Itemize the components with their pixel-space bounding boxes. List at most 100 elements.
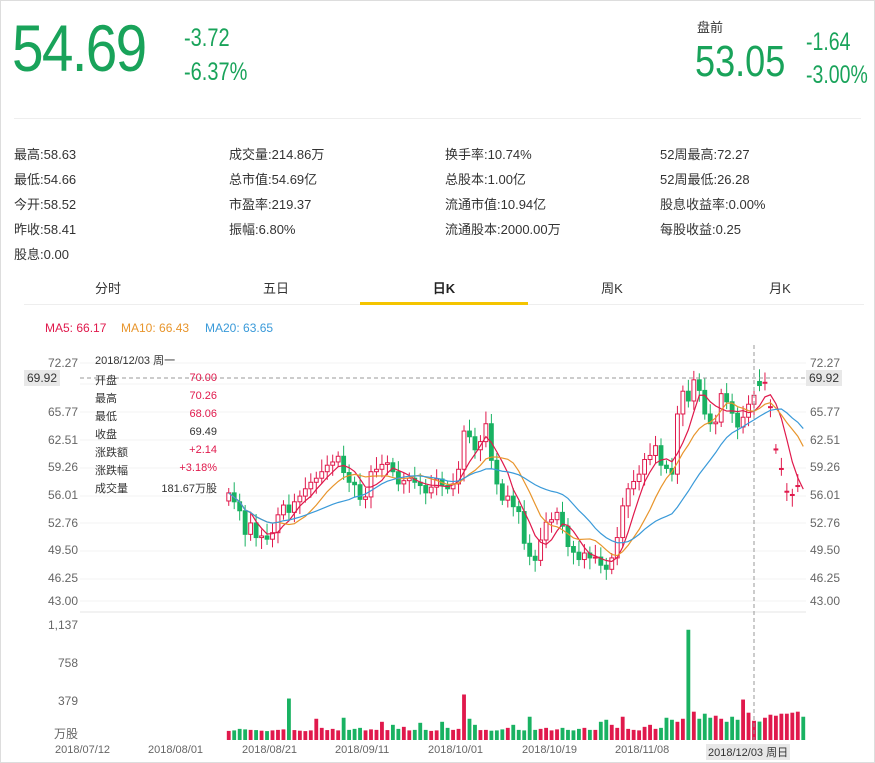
volume-bar	[440, 721, 445, 740]
volume-bar	[325, 730, 330, 740]
volume-bar	[626, 728, 631, 740]
stat-value: 0.25	[715, 222, 741, 237]
volume-bar	[483, 729, 488, 740]
stat-item: 流通股本:2000.00万	[445, 219, 561, 238]
ma20-line	[228, 408, 804, 544]
stat-label: 股息:	[14, 247, 44, 262]
premarket-price: 53.05	[695, 37, 786, 86]
date-tick-label: 2018/08/01	[148, 744, 204, 756]
tab-weekly-k[interactable]: 周K	[601, 281, 623, 296]
volume-bar	[773, 715, 778, 740]
candle-body	[510, 495, 516, 508]
volume-bar	[642, 726, 647, 740]
stat-value: 58.63	[43, 147, 77, 162]
tooltip-value: 69.49	[189, 426, 217, 438]
stat-label: 流通市值:	[445, 197, 501, 212]
volume-bar	[670, 719, 674, 740]
volume-bar	[680, 718, 685, 740]
stat-value: 58.41	[43, 222, 77, 237]
volume-bar	[730, 716, 735, 740]
candle-body	[275, 514, 281, 534]
volume-bar	[254, 730, 259, 740]
candle-body	[527, 542, 533, 557]
candle-body	[423, 485, 429, 494]
candle-body	[357, 484, 363, 500]
volume-bar	[533, 729, 538, 740]
volume-bar	[735, 719, 740, 740]
volume-bar	[467, 718, 472, 740]
premarket-change: -1.64	[806, 28, 851, 56]
volume-bar	[374, 729, 379, 740]
price-change-percent: -6.37%	[184, 58, 248, 86]
volume-bar	[659, 727, 663, 740]
volume-bar	[724, 721, 729, 740]
tab-monthly-k[interactable]: 月K	[769, 281, 791, 296]
candle-body	[363, 496, 368, 500]
volume-bar	[489, 730, 494, 740]
stat-value: 2000.00万	[500, 222, 561, 237]
candle-body	[554, 511, 560, 521]
volume-bar	[784, 713, 789, 740]
volume-bar	[505, 727, 510, 740]
hover-price-right: 69.92	[806, 370, 843, 386]
tooltip-date: 2018/12/03 周一	[95, 355, 176, 367]
volume-bar	[511, 724, 516, 740]
volume-bar	[248, 729, 253, 740]
chart-tabs: 分时 五日 日K 周K 月K	[24, 276, 864, 305]
candle-body	[505, 495, 511, 501]
candle-body	[565, 525, 571, 548]
price-tick-label: 46.25	[47, 571, 78, 585]
premarket-label: 盘前	[697, 20, 724, 35]
candle-body	[259, 535, 264, 539]
tab-five-day[interactable]: 五日	[262, 281, 289, 296]
candle-body	[713, 421, 719, 425]
candle-body	[675, 413, 680, 475]
date-tick-label: 2018/08/21	[242, 744, 298, 756]
stat-item: 每股收益:0.25	[660, 219, 741, 238]
volume-bar	[691, 711, 696, 740]
stat-value: 6.80%	[258, 222, 296, 237]
candle-body	[379, 463, 385, 470]
price-tick-label: 52.76	[810, 516, 841, 530]
stat-item: 总市值:54.69亿	[229, 169, 317, 188]
volume-bar	[637, 730, 642, 740]
tab-intraday[interactable]: 分时	[94, 281, 121, 296]
ma10-line	[228, 402, 804, 557]
volume-bar	[456, 728, 461, 740]
stat-label: 今开:	[14, 197, 44, 212]
volume-bar	[544, 727, 549, 740]
stat-item: 市盈率:219.37	[229, 194, 311, 213]
volume-bar	[232, 730, 237, 740]
candle-body	[390, 462, 396, 473]
tooltip-value: +3.18%	[179, 462, 217, 474]
volume-bar	[522, 730, 527, 740]
candle-body	[368, 471, 374, 498]
candle-body	[286, 504, 292, 513]
volume-bar	[763, 717, 767, 740]
volume-bar	[719, 718, 724, 740]
stat-item: 52周最低:26.28	[660, 169, 750, 188]
candle-body	[434, 478, 440, 488]
tooltip-row: 涨跌幅 +3.18%	[95, 462, 217, 480]
volume-bar	[675, 721, 680, 740]
price-tick-label: 49.50	[47, 543, 78, 557]
stat-value: 58.52	[43, 197, 77, 212]
price-tick-label: 46.25	[810, 571, 841, 585]
volume-bar	[308, 730, 313, 740]
stat-item: 昨收:58.41	[14, 219, 76, 238]
candle-body	[248, 522, 254, 535]
tab-daily-k[interactable]: 日K	[360, 276, 528, 305]
price-tick-label: 43.00	[47, 594, 78, 608]
candle-body	[494, 459, 500, 485]
candle-body	[428, 486, 434, 494]
stat-item: 成交量:214.86万	[229, 144, 324, 163]
tooltip-label: 成交量	[95, 483, 128, 495]
volume-bar	[401, 726, 406, 740]
volume-bar	[407, 730, 412, 740]
candle-body	[789, 493, 795, 496]
last-price: 54.69	[12, 11, 147, 85]
candle-body	[264, 535, 270, 540]
volume-bar	[276, 729, 280, 740]
candle-body	[385, 462, 390, 465]
